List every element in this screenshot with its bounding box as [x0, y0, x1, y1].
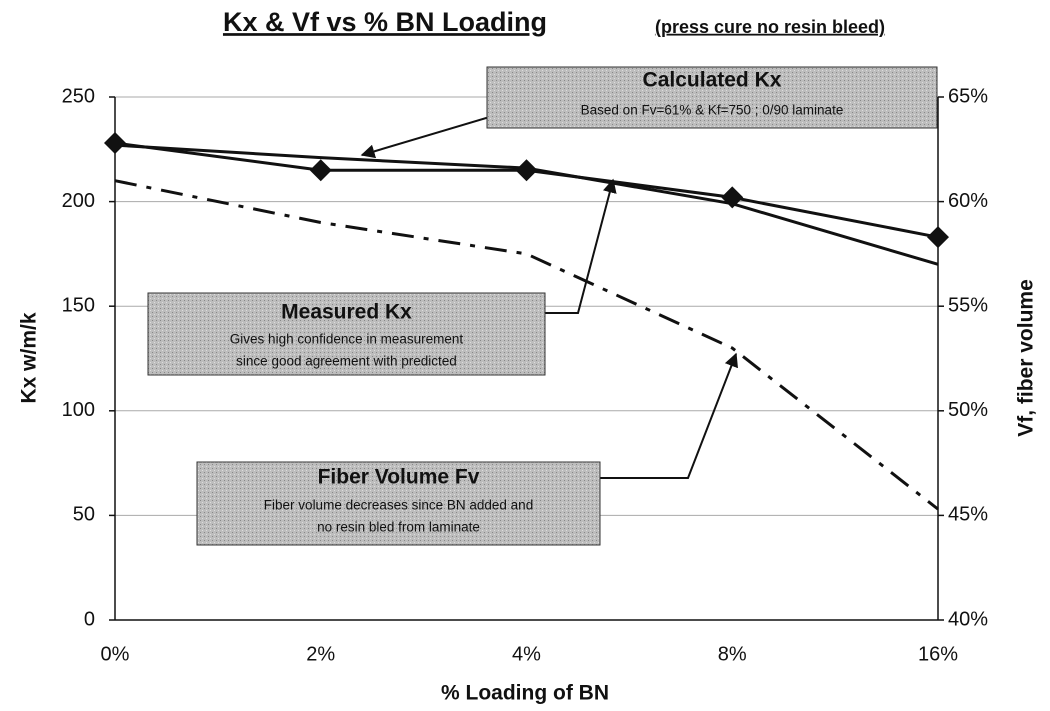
arrow: [545, 178, 617, 314]
series-line: [114, 141, 939, 239]
y-tick-label: 50: [73, 504, 95, 526]
data-point: [927, 226, 949, 249]
y2-tick-label: 50%: [948, 399, 988, 421]
x-tick-label: 2%: [306, 643, 335, 665]
x-tick-label: 8%: [718, 643, 747, 665]
data-point: [309, 159, 332, 182]
annotation-text: Gives high confidence in measurement: [230, 332, 464, 347]
y-tick-label: 200: [62, 190, 95, 212]
chart-subtitle: (press cure no resin bleed): [655, 17, 885, 37]
x-tick-label: 4%: [512, 643, 541, 665]
y2-tick-label: 65%: [948, 85, 988, 107]
y-tick-label: 150: [62, 294, 95, 316]
data-point: [515, 159, 538, 182]
annotation-box: [196, 461, 601, 546]
y2-tick-label: 60%: [948, 190, 988, 212]
arrow: [600, 352, 738, 479]
y2-tick-label: 55%: [948, 294, 988, 316]
y2-tick-label: 40%: [948, 608, 988, 630]
x-axis-label: % Loading of BN: [441, 682, 609, 705]
annotation-box: [147, 292, 546, 376]
y-axis-label: Kx w/m/k: [18, 312, 41, 403]
y-tick-label: 0: [84, 608, 95, 630]
x-tick-label: 16%: [918, 643, 958, 665]
y-tick-label: 250: [62, 85, 95, 107]
y-tick-label: 100: [62, 399, 95, 421]
annotation-text: no resin bled from laminate: [317, 520, 480, 535]
y2-axis-label: Vf, fiber volume: [1015, 279, 1038, 437]
y2-tick-label: 45%: [948, 504, 988, 526]
chart-title: Kx & Vf vs % BN Loading: [223, 7, 547, 37]
data-point: [721, 186, 744, 209]
x-tick-label: 0%: [101, 643, 130, 665]
annotation-text: since good agreement with predicted: [236, 354, 457, 369]
annotation-title: Measured Kx: [281, 301, 412, 324]
annotation-text: Fiber volume decreases since BN added an…: [264, 498, 533, 513]
annotation-title: Calculated Kx: [643, 69, 782, 92]
data-point: [104, 132, 126, 155]
annotation-box: [486, 66, 938, 129]
annotation-text: Based on Fv=61% & Kf=750 ; 0/90 laminate: [581, 103, 844, 118]
annotation-title: Fiber Volume Fv: [318, 466, 480, 489]
